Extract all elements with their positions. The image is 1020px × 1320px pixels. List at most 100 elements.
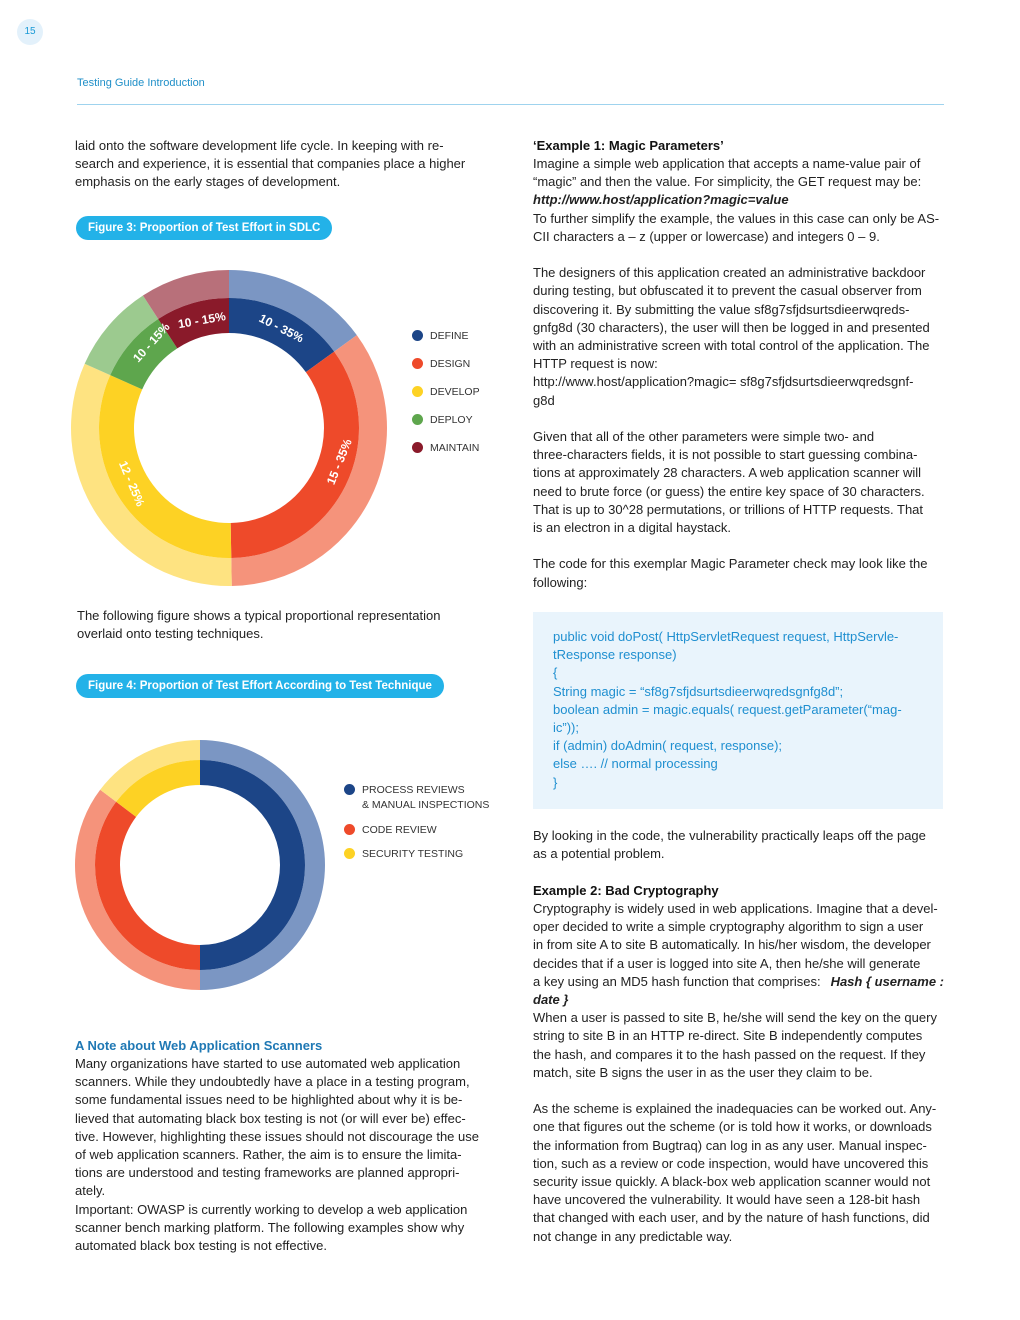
donut-outer-segment-process-reviews xyxy=(200,740,325,990)
text-line: a key using an MD5 hash function that co… xyxy=(533,973,944,991)
text-line: as a potential problem. xyxy=(533,846,665,862)
text-line: scanner bench marking platform. The foll… xyxy=(75,1219,465,1235)
legend-label: DEVELOP xyxy=(430,386,480,398)
legend-swatch xyxy=(412,358,423,369)
example2-heading: Example 2: Bad Cryptography xyxy=(533,883,719,898)
text-line: tion, such as a review or code inspectio… xyxy=(533,1155,929,1171)
text-line: The following figure shows a typical pro… xyxy=(77,608,441,623)
text-line: By looking in the code, the vulnerabilit… xyxy=(533,828,926,843)
code-line: if (admin) doAdmin( request, response); xyxy=(553,738,783,754)
donut-inner-segment-deploy xyxy=(110,318,178,390)
text-line: Important: OWASP is currently working to… xyxy=(75,1201,468,1217)
text-line: search and experience, it is essential t… xyxy=(75,156,466,172)
text-line: lieved that automating black box testing… xyxy=(75,1110,466,1126)
text-line: with an administrative screen with total… xyxy=(533,338,930,354)
donut-inner-segment-process-reviews xyxy=(200,760,305,970)
donut-inner-segment-design xyxy=(230,351,360,558)
text-line: CII characters a – z (upper or lowercase… xyxy=(533,228,880,244)
code-line: else …. // normal processing xyxy=(553,756,718,772)
donut-outer-segment-deploy xyxy=(84,295,159,376)
note-paragraph: Many organizations have started to use a… xyxy=(75,1055,486,1255)
figure4-intro: The following figure shows a typical pro… xyxy=(77,607,486,643)
example1-conclusion: By looking in the code, the vulnerabilit… xyxy=(533,827,944,863)
text-line: That is up to 30^28 permutations, or tri… xyxy=(533,501,924,517)
text-line: in from site A to site B automatically. … xyxy=(533,937,931,953)
legend-label: MAINTAIN xyxy=(430,442,480,454)
legend-swatch xyxy=(412,386,423,397)
text-line: three-characters fields, it is not possi… xyxy=(533,447,918,463)
code-line: String magic = “sf8g7sfjdsurtsdieerwqred… xyxy=(553,683,844,699)
figure3-caption: Figure 3: Proportion of Test Effort in S… xyxy=(76,216,333,240)
code-line: { xyxy=(553,665,558,681)
text-line: The designers of this application create… xyxy=(533,265,926,281)
text-line: the hash, and compares it to the hash pa… xyxy=(533,1046,926,1062)
code-line: ic”)); xyxy=(553,720,579,736)
donut-outer-segment-design xyxy=(231,335,387,586)
text-line: “magic” and then the value. For simplici… xyxy=(533,174,922,190)
legend-swatch xyxy=(344,848,355,859)
legend-label: PROCESS REVIEWS xyxy=(362,784,465,796)
donut-inner-segment-define xyxy=(229,298,335,373)
text-line: As the scheme is explained the inadequac… xyxy=(533,1101,937,1117)
text-line: of web application scanners. Rather, the… xyxy=(75,1147,462,1163)
legend-label: DESIGN xyxy=(430,358,471,370)
donut-outer-segment-maintain xyxy=(142,270,229,319)
example1-url: http://www.host/application?magic=value xyxy=(533,192,789,208)
legend-label: CODE REVIEW xyxy=(362,824,437,836)
text-line: during testing, but obfuscated it to pre… xyxy=(533,283,922,299)
legend-label: DEPLOY xyxy=(430,414,473,426)
text-line: g8d xyxy=(533,392,555,408)
text-line: automated black box testing is not effec… xyxy=(75,1238,327,1254)
text-line: When a user is passed to site B, he/she … xyxy=(533,1010,937,1026)
donut-inner-segment-security-testing xyxy=(116,760,200,817)
text-line: Imagine a simple web application that ac… xyxy=(533,156,921,171)
example1-heading: ‘Example 1: Magic Parameters’ xyxy=(533,138,724,153)
text-line: The code for this exemplar Magic Paramet… xyxy=(533,556,928,572)
text-line: following: xyxy=(533,574,588,590)
text-line: tive. However, highlighting these issues… xyxy=(75,1128,479,1144)
text-line: Many organizations have started to use a… xyxy=(75,1056,461,1071)
code-line: public void doPost( HttpServletRequest r… xyxy=(553,629,899,644)
code-line: } xyxy=(553,774,558,790)
text-line: oper decided to write a simple cryptogra… xyxy=(533,919,924,935)
text-line: discovering it. By submitting the value … xyxy=(533,301,910,317)
hash-formula-end: date } xyxy=(533,992,569,1008)
text-line: HTTP request is now: xyxy=(533,356,658,372)
text-line: ately. xyxy=(75,1183,106,1199)
text-line: have uncovered the vulnerability. It wou… xyxy=(533,1192,921,1208)
text-line: is an electron in a digital haystack. xyxy=(533,520,731,536)
code-block: public void doPost( HttpServletRequest r… xyxy=(533,612,943,809)
text-line: match, site B signs the user in as the u… xyxy=(533,1064,873,1080)
text-line: security issue quickly. A black-box web … xyxy=(533,1174,931,1190)
example2-paragraphs: Cryptography is widely used in web appli… xyxy=(533,900,944,1246)
legend-swatch xyxy=(412,442,423,453)
code-line: boolean admin = magic.equals( request.ge… xyxy=(553,701,902,717)
text-line: need to brute force (or guess) the entir… xyxy=(533,483,925,499)
text-line: tions are understood and testing framewo… xyxy=(75,1165,460,1181)
running-header: Testing Guide Introduction xyxy=(77,77,205,89)
text-line: Given that all of the other parameters w… xyxy=(533,429,875,445)
text-fragment: a key using an MD5 hash function that co… xyxy=(533,973,821,989)
text-line: scanners. While they undoubtedly have a … xyxy=(75,1074,470,1090)
text-line: that changed with each user, and by the … xyxy=(533,1210,930,1226)
figure4-caption: Figure 4: Proportion of Test Effort Acco… xyxy=(76,674,444,698)
donut-outer-segment-develop xyxy=(70,363,232,586)
note-heading: A Note about Web Application Scanners xyxy=(75,1038,323,1053)
text-line: http://www.host/application?magic= sf8g7… xyxy=(533,374,914,390)
text-line: Cryptography is widely used in web appli… xyxy=(533,901,938,916)
legend-label-line2: & MANUAL INSPECTIONS xyxy=(362,799,490,811)
text-line: decides that if a user is logged into si… xyxy=(533,955,921,971)
legend-swatch xyxy=(412,414,423,425)
text-line: overlaid onto testing techniques. xyxy=(77,626,264,642)
text-line: laid onto the software development life … xyxy=(75,138,444,153)
text-line: one that figures out the scheme (or is t… xyxy=(533,1119,932,1135)
donut-outer-segment-define xyxy=(229,270,357,352)
text-line: gnfg8d (30 characters), the user will th… xyxy=(533,319,930,335)
legend-swatch xyxy=(344,824,355,835)
text-line: tions at approximately 28 characters. A … xyxy=(533,465,922,481)
example1-paragraph1: Imagine a simple web application that ac… xyxy=(533,155,944,592)
text-line: the information from Bugtraq) can log in… xyxy=(533,1137,927,1153)
text-line: not change in any predictable way. xyxy=(533,1228,733,1244)
donut-outer-segment-security-testing xyxy=(100,740,200,802)
